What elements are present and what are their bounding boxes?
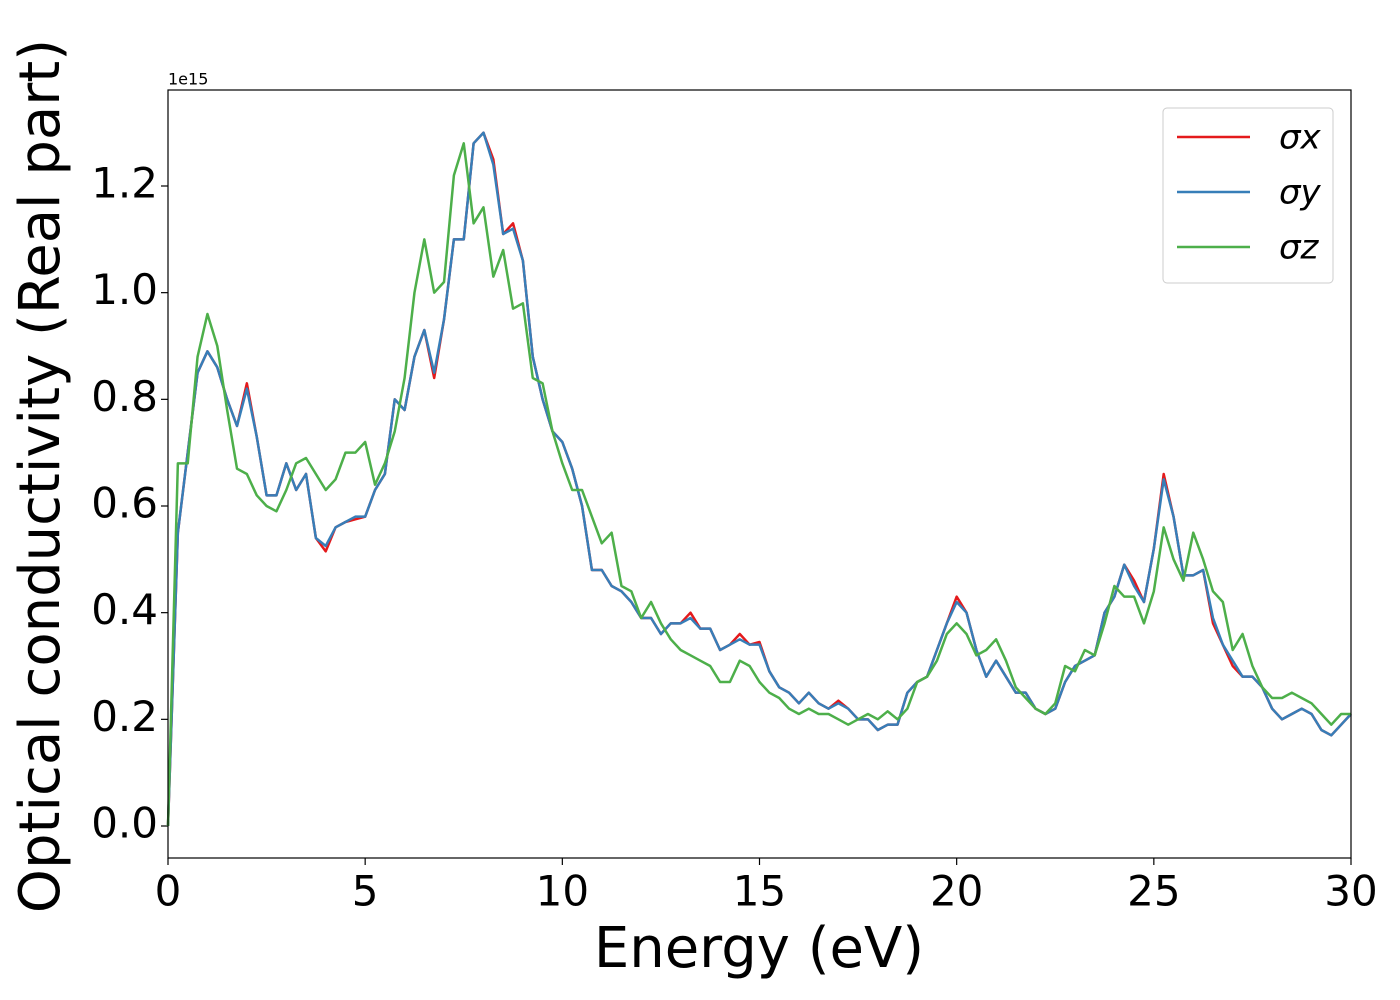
series-line bbox=[166, 142, 1351, 827]
x-tick-label: 10 bbox=[536, 867, 589, 916]
legend-label: σx bbox=[1279, 118, 1322, 158]
y-tick-label: 0.2 bbox=[91, 692, 158, 741]
y-tick-label: 1.0 bbox=[91, 265, 158, 314]
x-axis-label: Energy (eV) bbox=[594, 916, 924, 981]
y-tick-label: 0.0 bbox=[91, 799, 158, 848]
x-tick-label: 30 bbox=[1324, 867, 1377, 916]
legend-box bbox=[1162, 107, 1334, 284]
legend-label: σz bbox=[1279, 228, 1320, 268]
y-axis-label: Optical conductivity (Real part) bbox=[8, 39, 73, 913]
y-tick-label: 1.2 bbox=[91, 159, 158, 208]
x-tick-label: 20 bbox=[930, 867, 983, 916]
x-tick-label: 15 bbox=[733, 867, 786, 916]
y-tick-label: 0.8 bbox=[91, 372, 158, 421]
x-tick-label: 0 bbox=[155, 867, 182, 916]
x-tick-label: 5 bbox=[352, 867, 379, 916]
offset-label: 1e15 bbox=[168, 70, 208, 89]
y-tick-label: 0.4 bbox=[91, 585, 158, 634]
legend-label: σy bbox=[1279, 173, 1322, 213]
x-tick-label: 25 bbox=[1127, 867, 1180, 916]
plot-area bbox=[168, 90, 1351, 858]
series-line bbox=[166, 131, 1352, 827]
y-tick-label: 0.6 bbox=[91, 479, 158, 528]
axes-frame bbox=[167, 89, 1352, 859]
